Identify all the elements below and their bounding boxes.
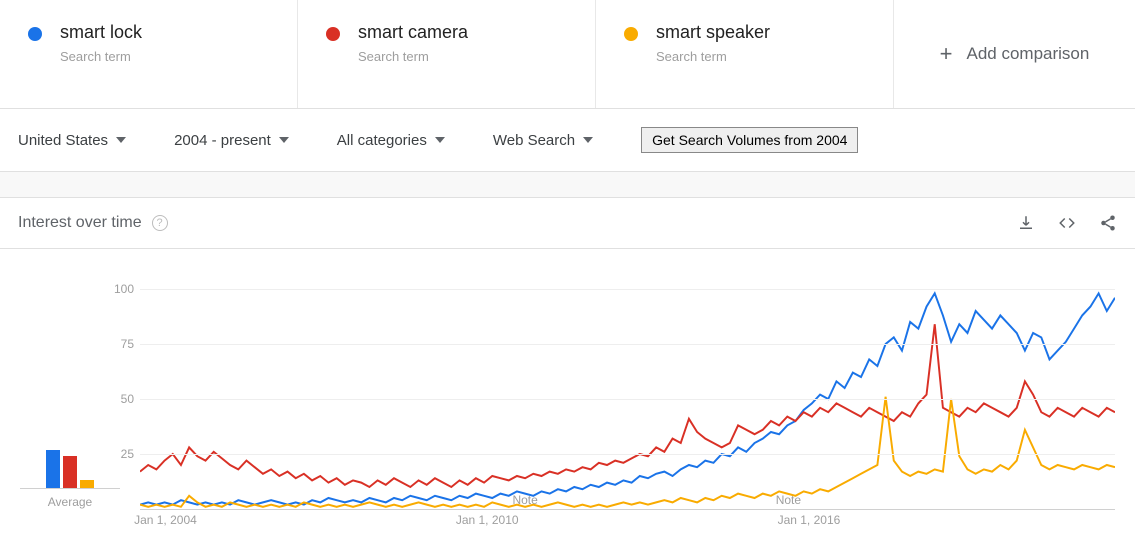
series-line: [140, 397, 1115, 507]
search-terms-row: smart lock Search term smart camera Search …: [0, 0, 1135, 109]
chevron-down-icon: [583, 137, 593, 143]
plus-icon: +: [940, 41, 953, 67]
filter-timeframe[interactable]: 2004 - present: [174, 132, 289, 149]
chevron-down-icon: [435, 137, 445, 143]
y-tick-label: 25: [121, 447, 134, 461]
term-color-dot: [28, 27, 42, 41]
baseline: [140, 509, 1115, 510]
line-chart: 255075100Jan 1, 2004Jan 1, 2010Jan 1, 20…: [140, 289, 1115, 509]
share-icon[interactable]: [1099, 214, 1117, 232]
filter-search-type-label: Web Search: [493, 132, 575, 149]
note-label: Note: [776, 493, 801, 507]
get-volumes-button[interactable]: Get Search Volumes from 2004: [641, 127, 858, 153]
term-label: smart speaker: [656, 22, 770, 43]
section-header: Interest over time ?: [0, 198, 1135, 249]
term-label: smart lock: [60, 22, 142, 43]
gridline: [140, 344, 1115, 345]
average-bar: [80, 480, 94, 488]
term-box[interactable]: smart camera Search term: [298, 0, 596, 108]
x-tick-label: Jan 1, 2010: [456, 513, 519, 527]
term-color-dot: [624, 27, 638, 41]
help-icon[interactable]: ?: [152, 215, 168, 231]
separator-bar: [0, 172, 1135, 198]
filters-bar: United States 2004 - present All categor…: [0, 109, 1135, 172]
term-label: smart camera: [358, 22, 468, 43]
term-box[interactable]: smart speaker Search term: [596, 0, 894, 108]
term-sublabel: Search term: [656, 49, 770, 64]
filter-category[interactable]: All categories: [337, 132, 445, 149]
filter-region[interactable]: United States: [18, 132, 126, 149]
term-color-dot: [326, 27, 340, 41]
average-block: Average: [20, 439, 120, 509]
gridline: [140, 399, 1115, 400]
average-bar: [63, 456, 77, 488]
term-sublabel: Search term: [358, 49, 468, 64]
term-box[interactable]: smart lock Search term: [0, 0, 298, 108]
filter-search-type[interactable]: Web Search: [493, 132, 593, 149]
average-bar: [46, 450, 60, 488]
note-label: Note: [512, 493, 537, 507]
filter-timeframe-label: 2004 - present: [174, 132, 271, 149]
gridline: [140, 454, 1115, 455]
y-tick-label: 100: [114, 282, 134, 296]
download-icon[interactable]: [1017, 214, 1035, 232]
add-comparison-button[interactable]: + Add comparison: [894, 0, 1135, 108]
average-bars: [20, 439, 120, 489]
filter-category-label: All categories: [337, 132, 427, 149]
y-tick-label: 50: [121, 392, 134, 406]
filter-region-label: United States: [18, 132, 108, 149]
gridline: [140, 289, 1115, 290]
x-tick-label: Jan 1, 2016: [778, 513, 841, 527]
chevron-down-icon: [116, 137, 126, 143]
term-sublabel: Search term: [60, 49, 142, 64]
x-tick-label: Jan 1, 2004: [134, 513, 197, 527]
series-line: [140, 324, 1115, 487]
embed-icon[interactable]: [1057, 214, 1077, 232]
chevron-down-icon: [279, 137, 289, 143]
add-comparison-label: Add comparison: [967, 44, 1090, 64]
y-tick-label: 75: [121, 337, 134, 351]
average-label: Average: [20, 495, 120, 509]
chart-area: Average 255075100Jan 1, 2004Jan 1, 2010J…: [0, 249, 1135, 529]
section-title: Interest over time: [18, 214, 142, 232]
